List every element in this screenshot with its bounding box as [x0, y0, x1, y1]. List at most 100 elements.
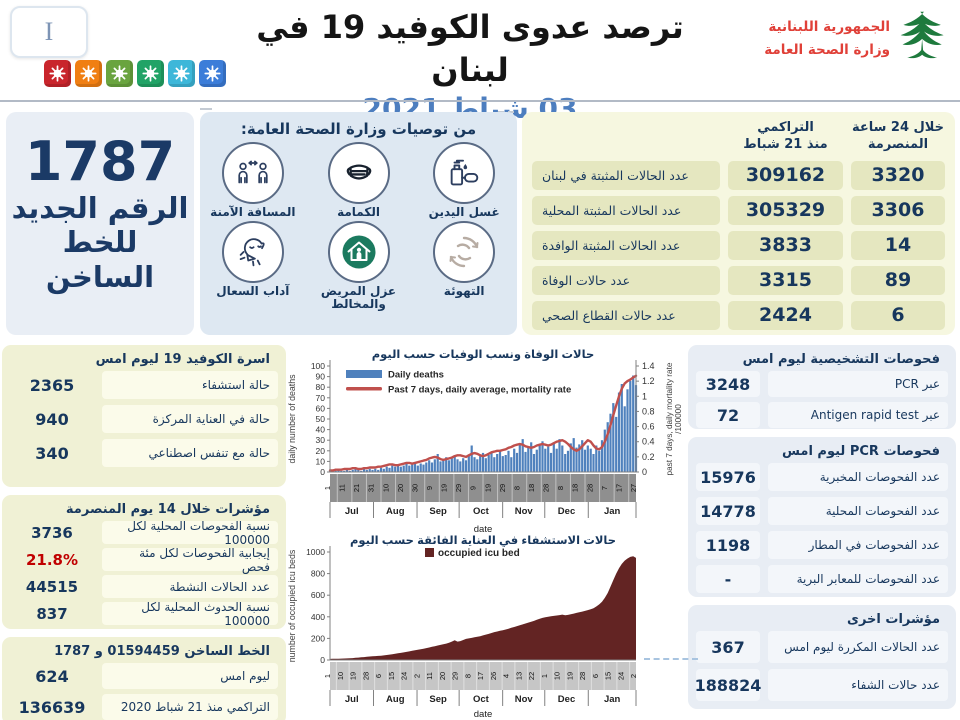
stat-label: عدد الفحوصات للمعابر البرية [768, 565, 948, 593]
stat-value: 367 [696, 631, 760, 663]
recommendations-grid: غسل اليدين الكمامة المسافة الآمنة التهوئة عز… [200, 142, 517, 312]
svg-text:20: 20 [438, 672, 447, 680]
stats-table-row-0: عدد الحالات المثبتة في لبنان 309162 3320 [532, 160, 945, 190]
stat-cumulative-value: 3315 [728, 265, 843, 295]
column-header-24h: خلال 24 ساعة المنصرمة [851, 120, 945, 152]
recommendation-item-1: الكمامة [306, 142, 412, 219]
svg-text:29: 29 [454, 484, 463, 492]
svg-text:Sep: Sep [429, 506, 447, 517]
recommendations-panel: من توصيات وزارة الصحة العامة: غسل اليدين… [200, 112, 517, 335]
recommendations-title: من توصيات وزارة الصحة العامة: [240, 120, 477, 138]
svg-text:Aug: Aug [386, 506, 405, 517]
stat-value: 3736 [31, 523, 73, 542]
stat-label: عدد حالات الوفاة [532, 265, 720, 295]
stat-label: حالة مع تنفس اصطناعي [102, 439, 278, 467]
svg-text:حالات الاستشفاء في العناية الف: حالات الاستشفاء في العناية الفائقة حسب ا… [350, 535, 616, 548]
stat-row: 21.8% إيجابية الفحوصات لكل مئة فحص [10, 546, 278, 574]
recommendation-label: آداب السعال [216, 284, 290, 299]
recommendation-item-4: عزل المريض والمخالط [306, 221, 412, 311]
stat-value: 940 [35, 409, 69, 429]
svg-text:8: 8 [463, 674, 472, 678]
svg-text:0: 0 [320, 467, 325, 477]
svg-text:7: 7 [600, 486, 609, 490]
stat-label: عدد الفحوصات في المطار [768, 531, 948, 559]
main-stats-panel: التراكمي منذ 21 شباط خلال 24 ساعة المنصر… [522, 112, 955, 335]
header-divider [0, 100, 960, 102]
svg-text:1000: 1000 [306, 547, 325, 557]
left-panel-1: مؤشرات خلال 14 يوم المنصرمة 3736 نسبة الفح… [2, 495, 286, 629]
svg-text:800: 800 [311, 569, 325, 579]
stat-value: 837 [36, 604, 68, 623]
recommendation-item-3: التهوئة [411, 221, 517, 311]
svg-text:27: 27 [629, 484, 638, 492]
stats-table-row-3: عدد حالات الوفاة 3315 89 [532, 265, 945, 295]
hotline-label-2: للخط الساخن [45, 225, 155, 295]
svg-text:29: 29 [451, 672, 460, 680]
svg-text:Nov: Nov [515, 694, 534, 705]
info-box[interactable]: I [10, 6, 88, 58]
recommendation-label: التهوئة [443, 284, 485, 299]
dashed-decoration [644, 658, 698, 660]
svg-text:28: 28 [585, 484, 594, 492]
hotline-label-1: الرقم الجديد [11, 190, 189, 225]
stat-value: 44515 [25, 577, 79, 596]
panel-title: الخط الساخن 01594459 و 1787 [54, 644, 270, 659]
column-header-cumulative: التراكمي منذ 21 شباط [743, 120, 828, 152]
virus-icon-1 [75, 60, 102, 87]
ministry-logo: الجمهورية اللبنانية وزارة الصحة العامة [764, 8, 952, 70]
panel-title: مؤشرات اخرى [847, 612, 940, 627]
stat-value: 14778 [696, 497, 760, 525]
svg-text:0.4: 0.4 [642, 437, 655, 447]
logo-line-1: الجمهورية اللبنانية [768, 19, 890, 36]
virus-icon-5 [199, 60, 226, 87]
stat-row: - عدد الفحوصات للمعابر البرية [696, 565, 948, 593]
virus-icon-2 [106, 60, 133, 87]
virus-icon-0 [44, 60, 71, 87]
stats-rows: عدد الحالات المثبتة في لبنان 309162 3320 عد… [532, 160, 945, 330]
svg-text:Sep: Sep [429, 694, 447, 705]
recommendation-label: عزل المريض والمخالط [320, 284, 397, 312]
stat-label: نسبة الفحوصات المحلية لكل 100000 [102, 519, 278, 547]
svg-text:Dec: Dec [558, 506, 575, 517]
svg-text:daily number of deaths: daily number of deaths [287, 374, 297, 464]
svg-text:1: 1 [642, 391, 647, 401]
stat-value: 624 [35, 666, 69, 686]
stat-row: 188824 عدد حالات الشفاء [695, 669, 948, 701]
svg-text:600: 600 [311, 590, 325, 600]
svg-text:24: 24 [616, 672, 625, 680]
stat-cumulative-value: 305329 [728, 195, 843, 225]
svg-text:31: 31 [367, 484, 376, 492]
svg-text:9: 9 [425, 486, 434, 490]
hotline-panel: 1787 الرقم الجديد للخط الساخن [6, 112, 194, 335]
svg-text:70: 70 [316, 393, 326, 403]
svg-text:50: 50 [316, 414, 326, 424]
svg-text:Dec: Dec [558, 694, 575, 705]
svg-text:19: 19 [349, 672, 358, 680]
svg-text:30: 30 [316, 435, 326, 445]
stat-row: 44515 عدد الحالات النشطة [10, 575, 278, 598]
stat-cumulative-value: 2424 [728, 300, 843, 330]
svg-text:40: 40 [316, 425, 326, 435]
hand-sanitizer-icon [433, 142, 496, 204]
svg-text:10: 10 [316, 456, 326, 466]
svg-text:8: 8 [556, 486, 565, 490]
svg-text:حالات الوفاة ونسب الوفيات حسب: حالات الوفاة ونسب الوفيات حسب اليوم [372, 349, 594, 362]
svg-text:60: 60 [316, 403, 326, 413]
right-stats-column: فحوصات التشخيصية ليوم امس 3248 عبر PCR 72 عب… [688, 345, 956, 709]
svg-text:0: 0 [320, 655, 325, 665]
svg-text:8: 8 [512, 486, 521, 490]
svg-text:Past 7 days, daily average, mo: Past 7 days, daily average, mortality ra… [388, 385, 571, 396]
svg-text:80: 80 [316, 382, 326, 392]
stat-row: 2365 حالة استشفاء [10, 371, 278, 399]
stat-label: عبر PCR [768, 371, 948, 397]
svg-text:date: date [474, 524, 493, 534]
svg-text:19: 19 [565, 672, 574, 680]
svg-text:11: 11 [425, 672, 434, 680]
svg-text:2: 2 [412, 674, 421, 678]
svg-text:6: 6 [374, 674, 383, 678]
svg-text:200: 200 [311, 633, 325, 643]
panel-title: اسرة الكوفيد 19 ليوم امس [95, 352, 270, 367]
svg-text:Jan: Jan [604, 694, 621, 705]
stat-label: عدد حالات الشفاء [768, 669, 948, 701]
svg-text:10: 10 [336, 672, 345, 680]
